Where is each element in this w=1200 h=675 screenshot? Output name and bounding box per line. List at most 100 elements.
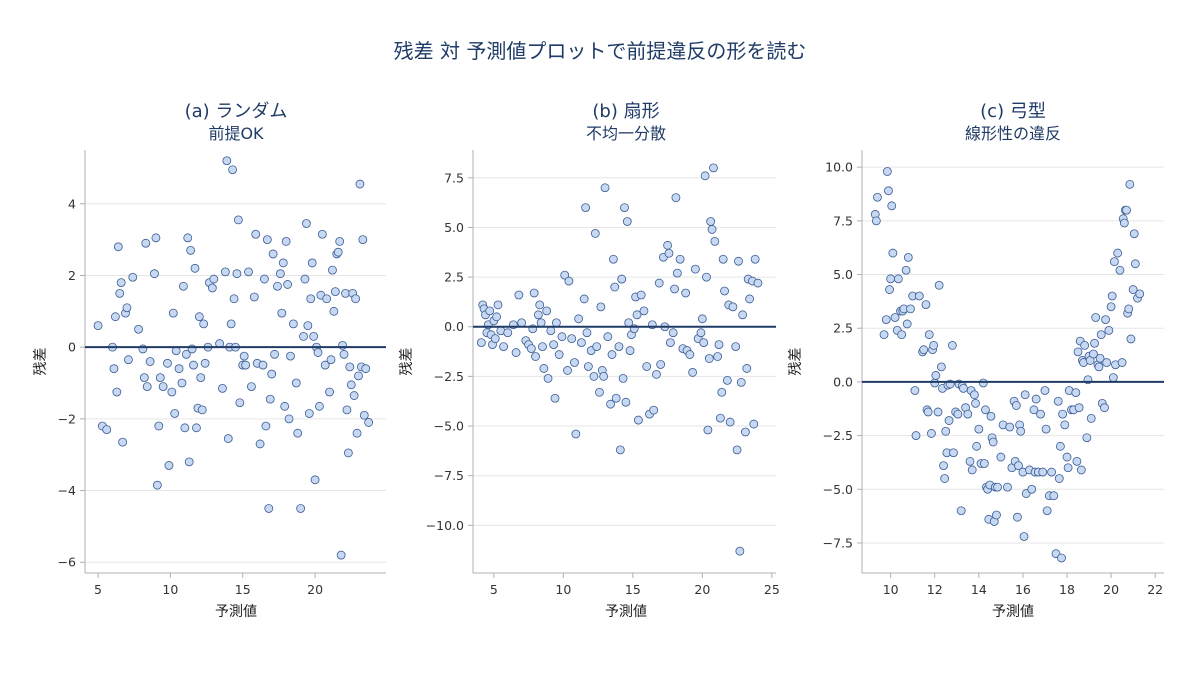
data-point	[993, 482, 1002, 492]
data-point	[882, 167, 892, 176]
y-tick-label: 4	[68, 196, 76, 211]
data-point	[664, 248, 674, 258]
data-point	[887, 201, 897, 211]
data-point	[595, 387, 604, 397]
data-point	[974, 424, 984, 434]
data-point	[197, 405, 207, 415]
data-point	[893, 274, 903, 284]
data-point	[665, 338, 675, 348]
data-point	[355, 179, 365, 189]
data-point	[150, 269, 159, 279]
data-point	[934, 280, 944, 290]
x-axis-label: 予測値	[215, 604, 257, 620]
data-point	[536, 318, 546, 328]
data-point	[947, 340, 957, 350]
data-point	[168, 308, 178, 318]
data-point	[141, 238, 151, 248]
data-point	[742, 364, 752, 373]
data-point	[717, 387, 727, 397]
x-axis-label: 予測値	[992, 604, 1034, 620]
data-point	[600, 183, 610, 193]
data-point	[1036, 409, 1045, 419]
data-point	[567, 334, 577, 344]
data-point	[753, 278, 763, 288]
data-point	[543, 373, 553, 383]
data-point	[1055, 441, 1065, 451]
data-point	[310, 475, 320, 485]
data-point	[953, 409, 963, 419]
data-point	[138, 344, 148, 354]
data-point	[277, 308, 287, 318]
x-tick-label: 10	[555, 582, 571, 597]
y-tick-label: 2.5	[833, 321, 853, 336]
data-point	[1054, 474, 1064, 483]
data-point	[222, 156, 232, 166]
data-point	[1125, 179, 1135, 189]
data-point	[582, 328, 592, 338]
y-axis-label: 残差	[399, 348, 415, 376]
data-point	[296, 504, 306, 513]
panel-subtitle: 前提OK	[208, 124, 264, 143]
data-point	[273, 281, 282, 291]
data-point	[317, 229, 327, 239]
y-axis-label: 残差	[33, 348, 49, 376]
data-point	[233, 215, 243, 225]
data-point	[1047, 467, 1056, 477]
data-point	[351, 294, 361, 304]
data-point	[1095, 353, 1105, 363]
data-point	[1124, 304, 1134, 314]
data-point	[267, 369, 277, 379]
data-point	[1020, 390, 1030, 400]
data-point	[485, 306, 495, 316]
data-point	[293, 428, 303, 438]
data-point	[1094, 362, 1104, 372]
data-point	[931, 371, 941, 380]
data-point	[890, 313, 900, 322]
data-point	[124, 355, 133, 365]
y-tick-label: 2.5	[444, 270, 464, 285]
data-point	[725, 417, 735, 427]
x-tick-label: 10	[162, 582, 178, 597]
data-point	[1011, 401, 1021, 410]
data-point	[341, 288, 350, 298]
data-point	[1073, 347, 1083, 357]
data-point	[1104, 325, 1114, 335]
data-point	[570, 358, 579, 367]
x-tick-label: 15	[235, 582, 251, 597]
data-point	[1107, 291, 1117, 301]
data-point	[102, 425, 112, 435]
data-point	[303, 321, 313, 331]
data-point	[596, 302, 606, 312]
data-point	[554, 350, 564, 359]
x-tick-label: 20	[694, 582, 710, 597]
data-point	[688, 368, 698, 377]
data-point	[304, 409, 314, 418]
x-tick-label: 14	[971, 582, 987, 597]
data-point	[670, 284, 679, 294]
data-point	[180, 423, 190, 433]
data-point	[539, 364, 549, 373]
data-point	[325, 387, 334, 397]
data-point	[307, 258, 317, 268]
data-point	[291, 378, 301, 388]
data-point	[492, 312, 502, 322]
data-point	[139, 373, 149, 383]
data-point	[320, 360, 330, 370]
data-point	[1057, 553, 1066, 563]
data-point	[286, 351, 295, 361]
data-point	[704, 354, 714, 363]
data-point	[338, 340, 347, 350]
figure-title: 残差 対 予測値プロットで前提違反の形を読む	[394, 39, 807, 63]
data-point	[702, 272, 711, 282]
data-point	[927, 429, 936, 438]
data-point	[514, 290, 524, 300]
data-point	[1080, 340, 1090, 350]
y-tick-label: 10.0	[825, 160, 853, 175]
data-point	[577, 338, 586, 348]
data-point	[617, 274, 627, 284]
data-point	[306, 294, 316, 304]
data-point	[720, 286, 729, 296]
data-point	[1003, 482, 1012, 492]
data-point	[963, 409, 973, 419]
data-point	[873, 192, 882, 202]
